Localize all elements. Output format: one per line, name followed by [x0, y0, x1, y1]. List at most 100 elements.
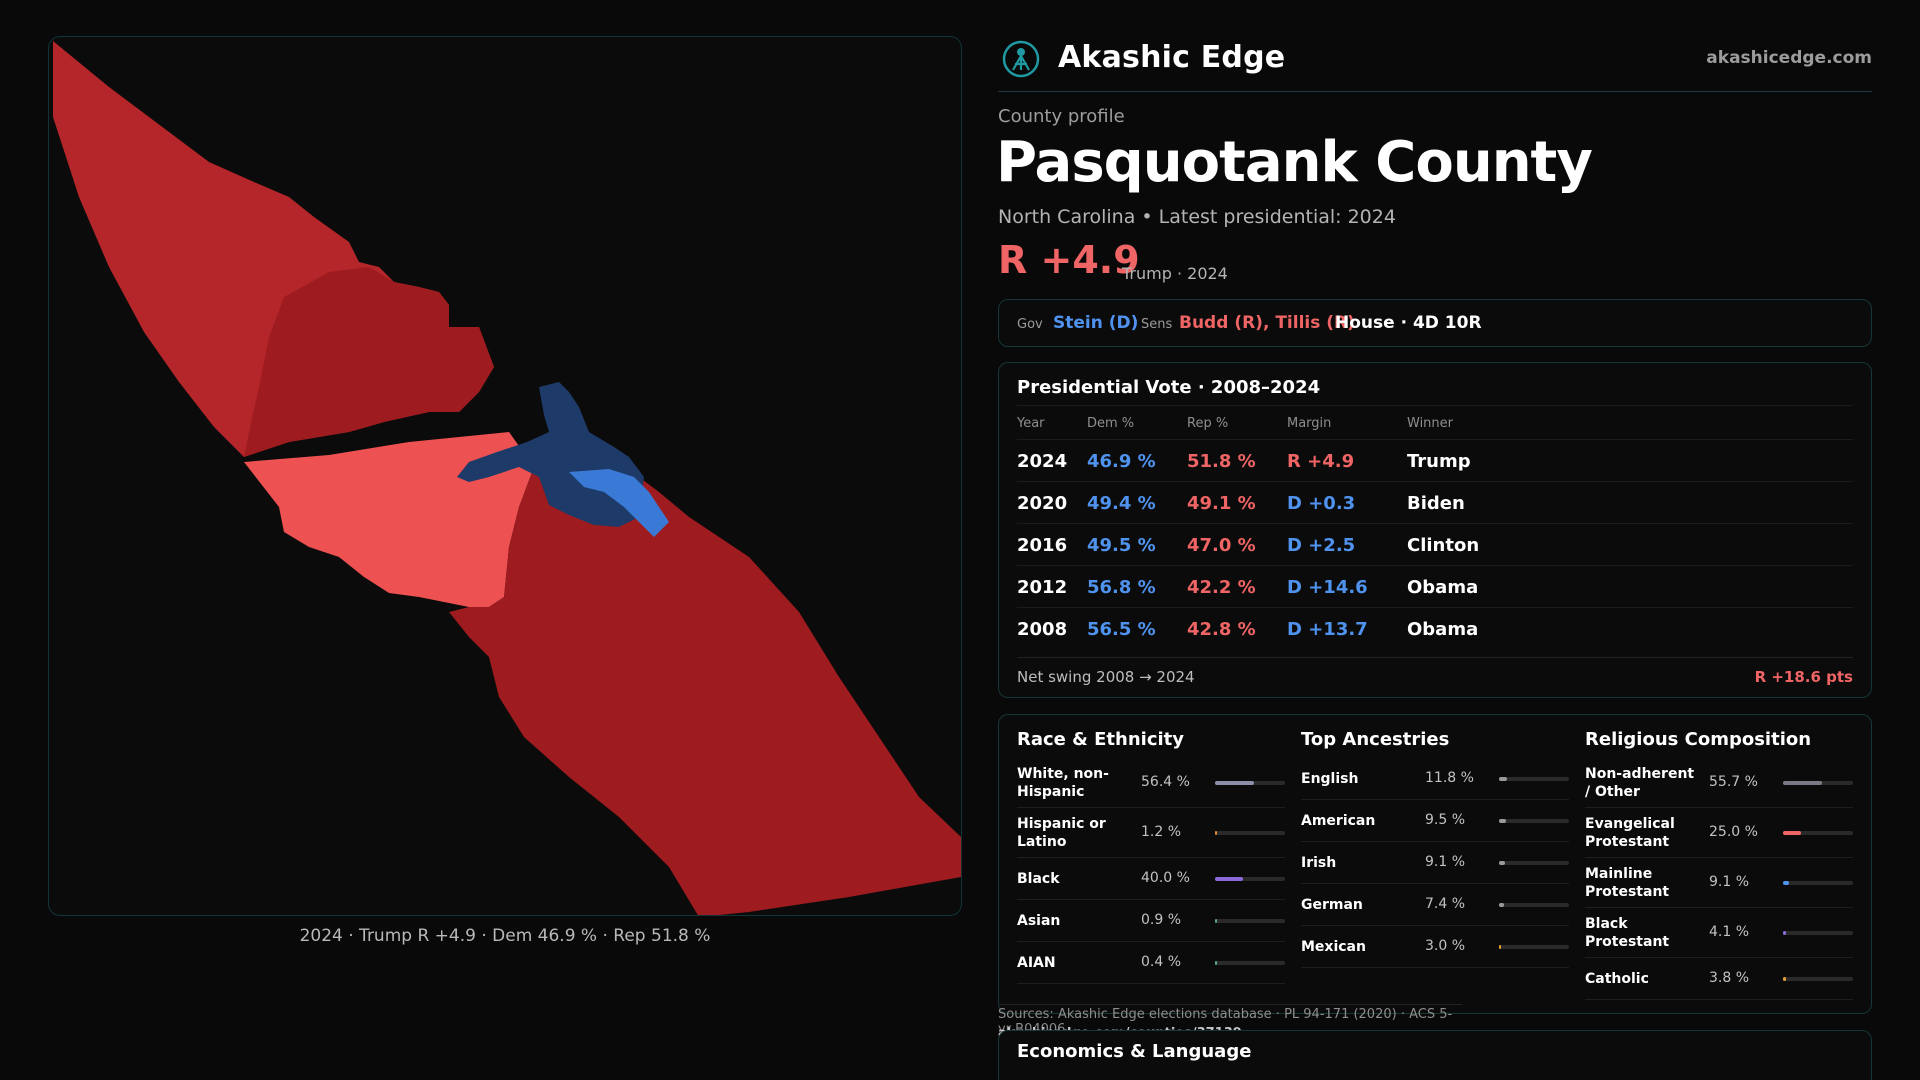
row-year: 2008 [1017, 619, 1068, 640]
demo-bar-track [1215, 781, 1285, 785]
religion-title: Religious Composition [1585, 729, 1812, 750]
demo-value: 40.0 % [1141, 870, 1190, 886]
list-item: English 11.8 % [1301, 758, 1569, 800]
demo-bar-fill [1215, 781, 1255, 785]
demo-value: 56.4 % [1141, 774, 1190, 790]
col-dem: Dem % [1087, 416, 1135, 431]
latest-margin: R +4.9 [998, 238, 1140, 282]
list-item: Evangelical Protestant 25.0 % [1585, 808, 1853, 858]
list-item: Hispanic or Latino 1.2 % [1017, 808, 1285, 858]
officials-bar: Gov Stein (D) Sens Budd (R), Tillis (R) … [998, 299, 1872, 347]
profile-label: County profile [998, 106, 1125, 127]
brand-logo-icon[interactable] [1002, 40, 1040, 78]
map-svg [53, 41, 961, 916]
vote-table: Year Dem % Rep % Margin Winner 2024 46.9… [1017, 405, 1853, 649]
net-swing-value: R +18.6 pts [1754, 668, 1853, 686]
list-item: Mainline Protestant 9.1 % [1585, 858, 1853, 908]
demo-bar-track [1215, 831, 1285, 835]
row-winner: Obama [1407, 619, 1479, 640]
demo-label: Black [1017, 871, 1060, 887]
demo-bar-fill [1499, 861, 1506, 865]
latest-margin-note: Trump · 2024 [1122, 264, 1228, 283]
row-rep: 47.0 % [1187, 535, 1256, 556]
demo-bar-fill [1783, 977, 1786, 981]
row-winner: Obama [1407, 577, 1479, 598]
demo-bar-track [1783, 931, 1853, 935]
demo-value: 0.4 % [1141, 954, 1182, 970]
demo-value: 0.9 % [1141, 912, 1182, 928]
table-row: 2016 49.5 % 47.0 % D +2.5 Clinton [1017, 523, 1853, 565]
map-precinct-east-city[interactable] [569, 469, 669, 537]
net-swing-row: Net swing 2008 → 2024 R +18.6 pts [1017, 657, 1853, 693]
demo-label: English [1301, 771, 1359, 787]
table-row: 2008 56.5 % 42.8 % D +13.7 Obama [1017, 607, 1853, 649]
page-title: Pasquotank County [996, 130, 1593, 195]
demo-bar-track [1499, 945, 1569, 949]
brand-header: Akashic Edge akashicedge.com [998, 36, 1872, 92]
list-item: Non-adherent / Other 55.7 % [1585, 758, 1853, 808]
row-margin: R +4.9 [1287, 451, 1355, 472]
demographics-card: Race & Ethnicity White, non-Hispanic 56.4… [998, 714, 1872, 1014]
demo-bar-fill [1783, 881, 1790, 885]
gov-label: Gov [1017, 317, 1043, 332]
row-rep: 51.8 % [1187, 451, 1256, 472]
row-margin: D +0.3 [1287, 493, 1356, 514]
demo-label: Mexican [1301, 939, 1366, 955]
brand-url-link[interactable]: akashicedge.com [1706, 48, 1872, 68]
demo-label: American [1301, 813, 1376, 829]
demo-value: 55.7 % [1709, 774, 1758, 790]
demo-bar-track [1783, 977, 1853, 981]
row-rep: 49.1 % [1187, 493, 1256, 514]
list-item: Irish 9.1 % [1301, 842, 1569, 884]
demo-bar-fill [1783, 931, 1786, 935]
demo-bar-fill [1215, 877, 1243, 881]
list-item: AIAN 0.4 % [1017, 942, 1285, 984]
row-year: 2012 [1017, 577, 1068, 598]
demo-label: Irish [1301, 855, 1337, 871]
table-row: 2024 46.9 % 51.8 % R +4.9 Trump [1017, 439, 1853, 481]
county-map[interactable] [48, 36, 962, 916]
demo-bar-track [1783, 831, 1853, 835]
row-dem: 49.4 % [1087, 493, 1156, 514]
demo-value: 7.4 % [1425, 896, 1466, 912]
race-title: Race & Ethnicity [1017, 729, 1184, 750]
row-margin: D +2.5 [1287, 535, 1356, 556]
economics-title: Economics & Language [1017, 1041, 1252, 1062]
county-subtitle: North Carolina • Latest presidential: 20… [998, 206, 1396, 228]
list-item: White, non-Hispanic 56.4 % [1017, 758, 1285, 808]
demo-bar-track [1215, 961, 1285, 965]
demo-label: Mainline Protestant [1585, 866, 1670, 900]
col-year: Year [1017, 416, 1045, 431]
row-winner: Biden [1407, 493, 1465, 514]
brand-name[interactable]: Akashic Edge [1058, 40, 1286, 75]
list-item: Catholic 3.8 % [1585, 958, 1853, 1000]
demo-value: 1.2 % [1141, 824, 1182, 840]
map-precinct-elizabeth-city[interactable] [457, 382, 644, 527]
demo-bar-track [1499, 819, 1569, 823]
list-item: Black 40.0 % [1017, 858, 1285, 900]
demo-value: 9.1 % [1425, 854, 1466, 870]
demo-label: Evangelical Protestant [1585, 816, 1675, 850]
net-swing-label: Net swing 2008 → 2024 [1017, 668, 1195, 686]
row-rep: 42.8 % [1187, 619, 1256, 640]
demo-label: Asian [1017, 913, 1061, 929]
row-year: 2020 [1017, 493, 1068, 514]
senators: Budd (R), Tillis (R) [1179, 313, 1355, 333]
presidential-vote-card: Presidential Vote · 2008–2024 Year Dem %… [998, 362, 1872, 698]
row-margin: D +14.6 [1287, 577, 1368, 598]
map-precinct-south[interactable] [449, 457, 961, 916]
demo-label: German [1301, 897, 1363, 913]
list-item: Black Protestant 4.1 % [1585, 908, 1853, 958]
list-item: German 7.4 % [1301, 884, 1569, 926]
race-column: Race & Ethnicity White, non-Hispanic 56.4… [1017, 729, 1285, 984]
row-winner: Trump [1407, 451, 1471, 472]
col-rep: Rep % [1187, 416, 1229, 431]
list-item: Mexican 3.0 % [1301, 926, 1569, 968]
demo-bar-fill [1215, 831, 1217, 835]
sens-label: Sens [1141, 317, 1173, 332]
demo-label: White, non-Hispanic [1017, 766, 1109, 800]
row-rep: 42.2 % [1187, 577, 1256, 598]
demo-bar-fill [1499, 777, 1508, 781]
map-precinct-north-central[interactable] [244, 267, 494, 457]
row-winner: Clinton [1407, 535, 1480, 556]
